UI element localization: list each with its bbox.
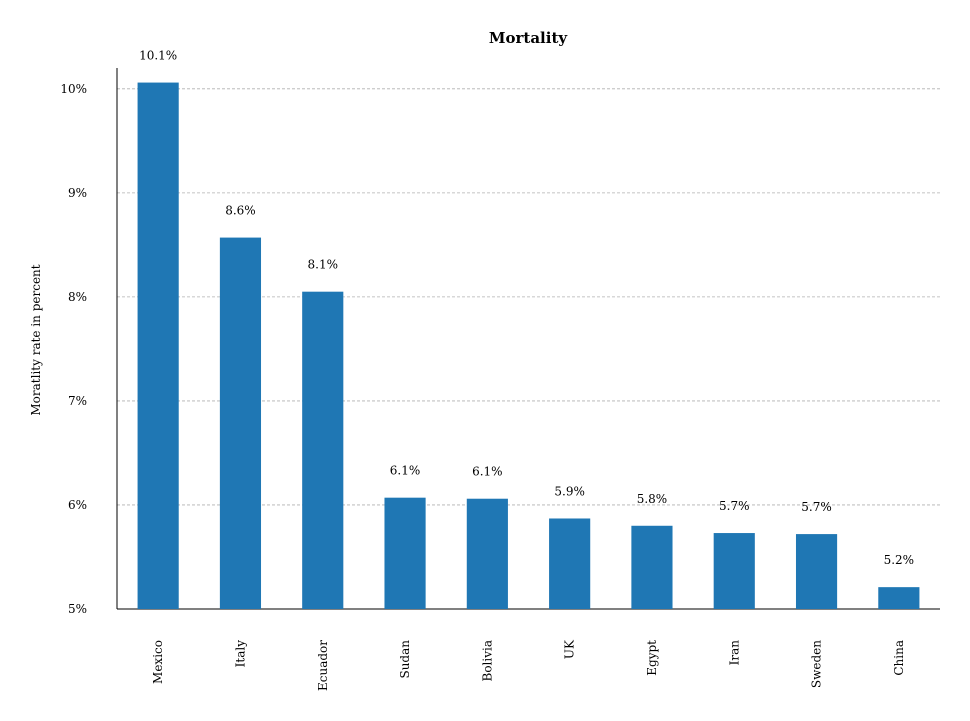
x-tick-label: Sudan bbox=[398, 640, 412, 679]
x-tick-label: Iran bbox=[727, 640, 741, 666]
bar bbox=[795, 534, 838, 609]
bar bbox=[713, 533, 755, 609]
value-label: 5.7% bbox=[719, 499, 750, 513]
bar bbox=[466, 498, 508, 609]
value-label: 5.8% bbox=[637, 492, 668, 506]
y-tick-label: 7% bbox=[68, 394, 87, 408]
y-tick-label: 5% bbox=[68, 602, 87, 616]
y-tick-label: 6% bbox=[68, 498, 87, 512]
bar bbox=[137, 82, 179, 610]
value-label: 5.2% bbox=[884, 553, 915, 567]
chart-title: Mortality bbox=[489, 29, 568, 47]
value-label: 6.1% bbox=[472, 465, 503, 479]
value-label: 10.1% bbox=[139, 49, 177, 63]
bar bbox=[302, 291, 344, 609]
value-label: 5.9% bbox=[554, 484, 585, 498]
x-tick-label: Mexico bbox=[151, 640, 165, 684]
bar bbox=[878, 587, 920, 609]
x-tick-label: Italy bbox=[233, 640, 247, 668]
x-tick-label: UK bbox=[563, 639, 577, 659]
x-tick-label: Bolivia bbox=[480, 640, 494, 682]
x-tick-label: China bbox=[892, 640, 906, 676]
y-axis-label: Moratlity rate in percent bbox=[29, 264, 43, 415]
value-label: 5.7% bbox=[801, 500, 832, 514]
y-tick-label: 9% bbox=[68, 186, 87, 200]
value-label: 6.1% bbox=[390, 464, 421, 478]
value-label: 8.6% bbox=[225, 204, 256, 218]
x-tick-label: Egypt bbox=[645, 640, 659, 676]
bar bbox=[631, 525, 673, 609]
x-tick-label: Sweden bbox=[810, 640, 824, 688]
x-tick-label: Ecuador bbox=[316, 640, 330, 691]
value-label: 8.1% bbox=[308, 258, 339, 272]
bar bbox=[219, 237, 262, 609]
y-tick-label: 10% bbox=[60, 82, 87, 96]
bar bbox=[549, 518, 591, 609]
bar bbox=[384, 497, 426, 609]
y-tick-label: 8% bbox=[68, 290, 87, 304]
